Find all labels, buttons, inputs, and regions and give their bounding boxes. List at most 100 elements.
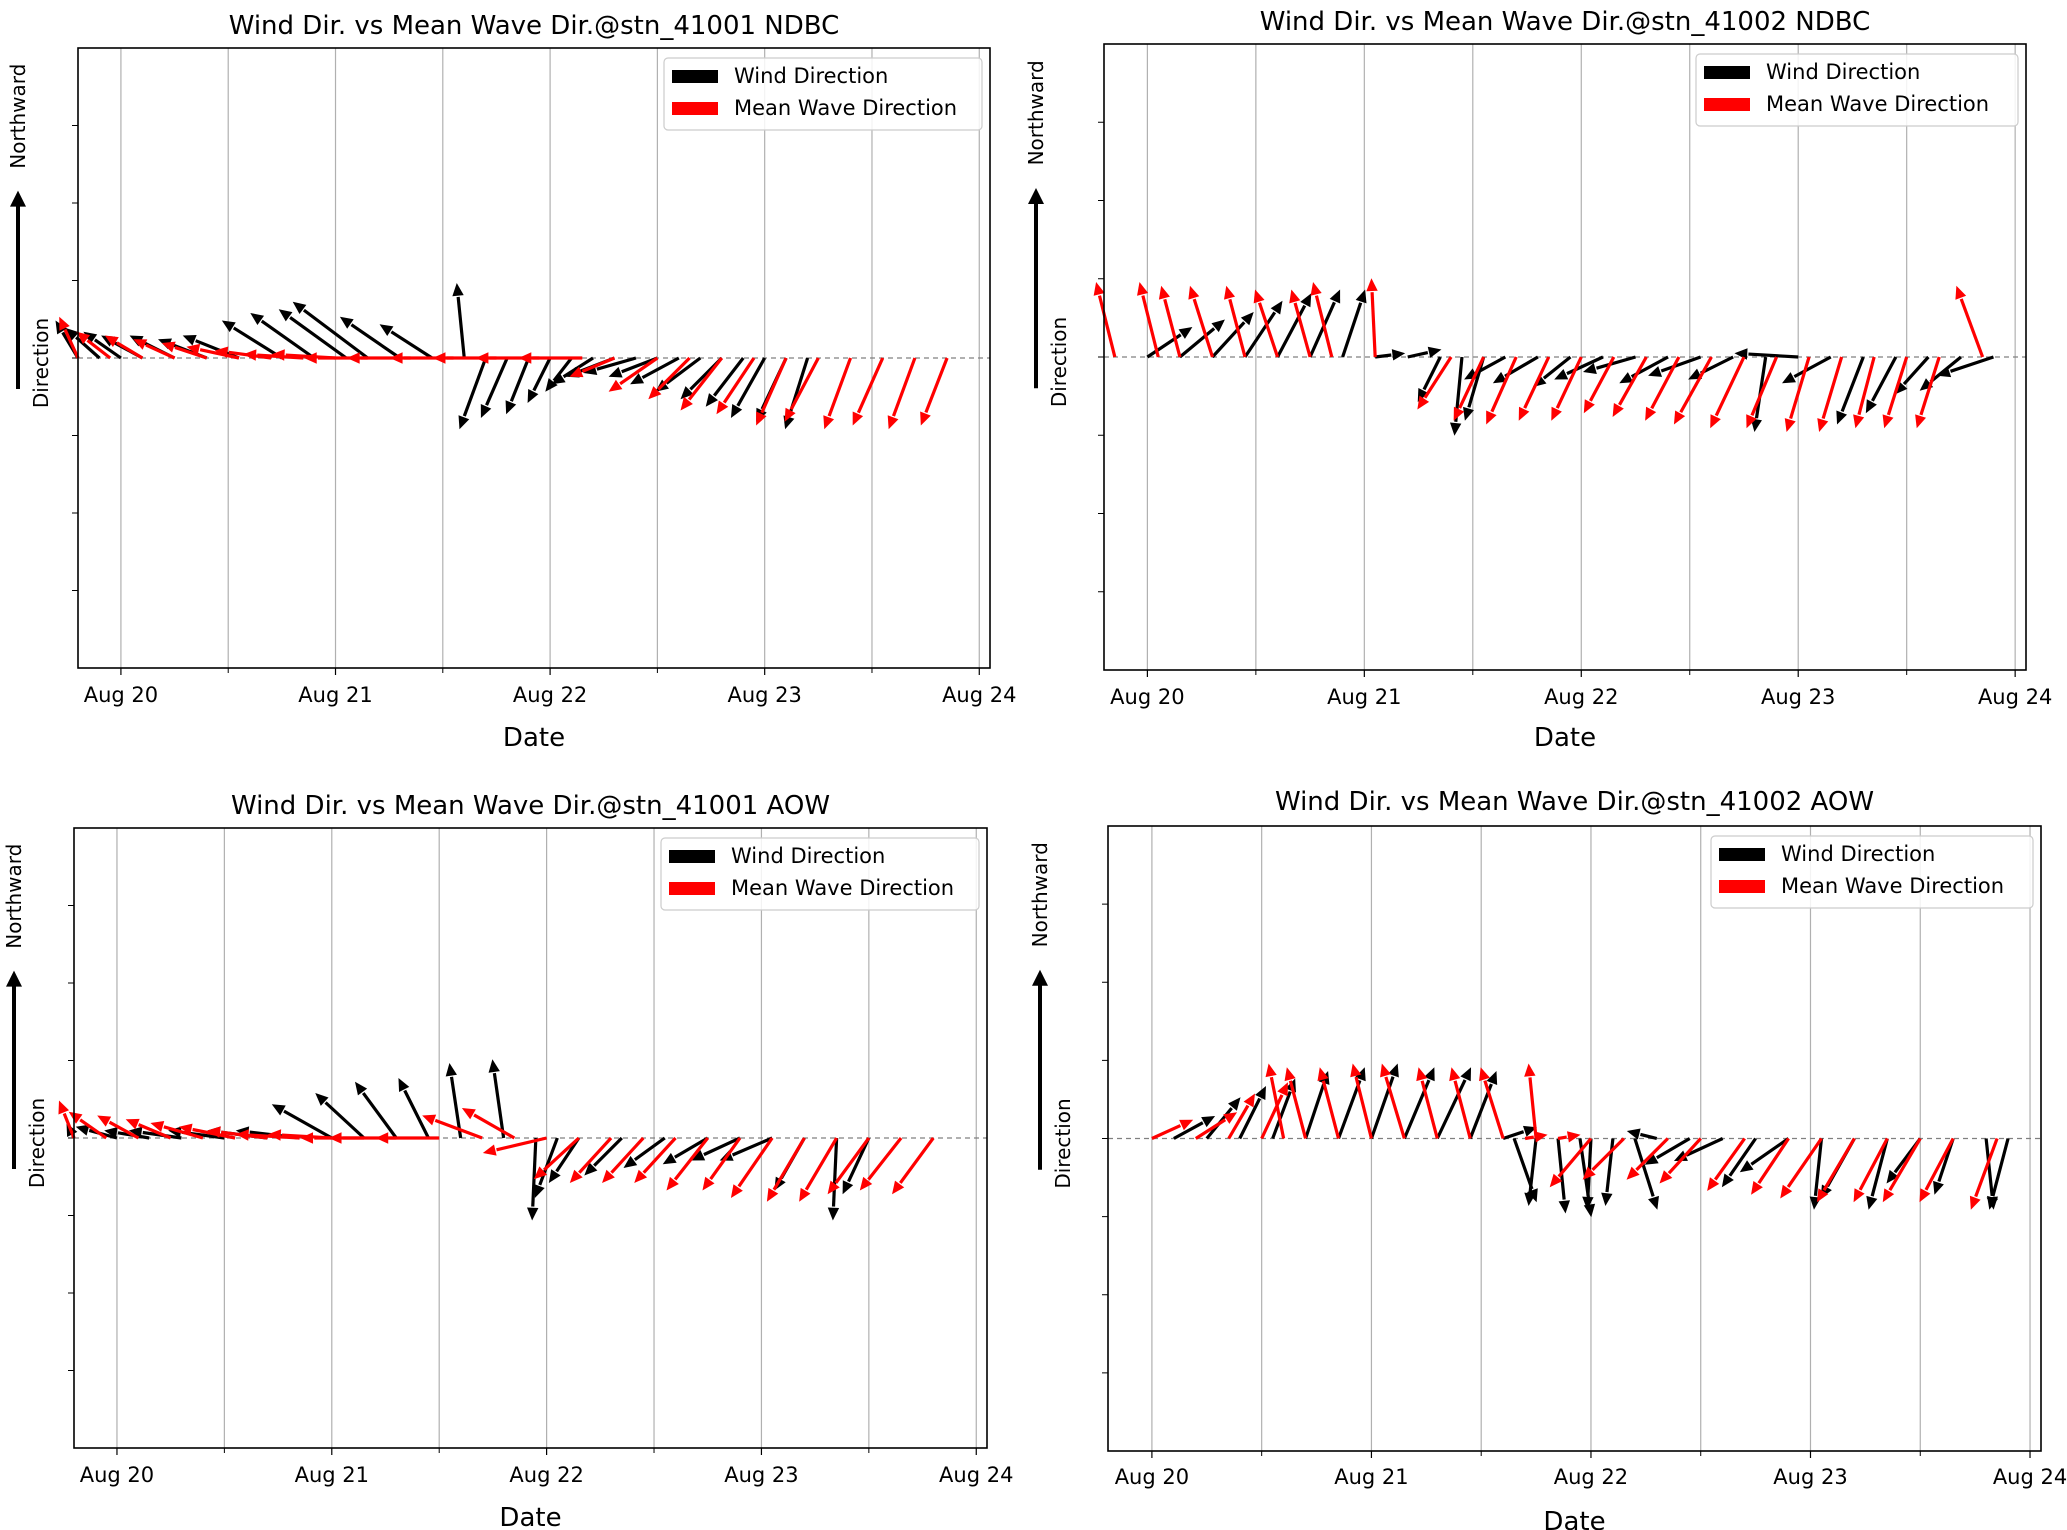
wave-arrow-head: [461, 1108, 476, 1120]
wind-arrow-shaft: [1271, 1091, 1292, 1140]
wave-arrow-head: [475, 352, 489, 364]
wind-arrow-head: [1583, 1203, 1596, 1218]
wind-arrow-head: [1554, 368, 1569, 380]
wind-arrow-shaft: [1596, 355, 1636, 370]
wave-arrow-head: [178, 1123, 193, 1135]
wind-arrow-shaft: [731, 1136, 773, 1157]
northward-label: Northward: [6, 64, 30, 169]
wave-arrow-head: [666, 1176, 679, 1191]
wave-arrow-shaft: [1453, 1080, 1472, 1139]
wind-arrow-shaft: [1566, 355, 1604, 376]
chart-panel-4: Wind Dir. vs Mean Wave Dir.@stn_41002 AO…: [1028, 787, 2067, 1530]
wind-arrow-head: [1933, 1180, 1944, 1195]
wave-arrow-shaft: [1163, 298, 1182, 358]
wave-arrow-shaft: [891, 357, 917, 417]
wind-arrow-head: [278, 309, 293, 322]
wind-arrow-shaft: [1984, 1138, 1994, 1196]
wind-arrow-shaft: [1435, 1079, 1467, 1140]
wind-arrow-head: [526, 1207, 539, 1221]
x-tick-label: Aug 23: [1761, 685, 1835, 709]
wind-arrow-shaft: [532, 357, 552, 392]
y-axis-label: Direction: [25, 1098, 49, 1188]
wave-arrow-head: [1243, 1093, 1255, 1108]
wind-arrow-shaft: [1750, 1137, 1790, 1166]
x-axis-label: Date: [1534, 723, 1596, 753]
wave-arrow-shaft: [1458, 356, 1486, 409]
wave-arrow-shaft: [1714, 356, 1746, 417]
wave-arrow-head: [1380, 1063, 1392, 1078]
wind-arrow-shaft: [1238, 1097, 1262, 1140]
wave-arrow-shaft: [199, 348, 240, 360]
wave-arrow-shaft: [1591, 1137, 1626, 1171]
wave-arrow-shaft: [1789, 356, 1811, 420]
x-tick-label: Aug 21: [1327, 685, 1401, 709]
wind-arrow-head: [315, 1093, 329, 1106]
wave-arrow-head: [375, 1132, 389, 1144]
wind-arrow-head: [1644, 1153, 1659, 1165]
wave-arrow-head: [1612, 403, 1624, 417]
wind-arrow-shaft: [260, 319, 315, 360]
wave-arrow-head: [766, 1187, 779, 1202]
wave-arrow-head: [1582, 1166, 1596, 1180]
wave-arrow-shaft: [1667, 1137, 1702, 1175]
wave-arrow-shaft: [1822, 1137, 1856, 1191]
wave-arrow-head: [68, 1111, 83, 1124]
wind-arrow-shaft: [283, 1109, 333, 1140]
wave-arrow-shaft: [1821, 356, 1844, 420]
wave-arrow-shaft: [1384, 1076, 1406, 1139]
wave-arrow-head: [1534, 1131, 1548, 1143]
wave-series: [59, 316, 949, 430]
wave-arrow-shaft: [899, 1137, 935, 1184]
wave-arrow-shaft: [1618, 356, 1648, 406]
wave-arrow-head: [569, 1169, 583, 1183]
wave-arrow-head: [1853, 414, 1865, 429]
wind-arrow-head: [1255, 1086, 1266, 1100]
wave-arrow-head: [76, 331, 91, 345]
wave-arrow-shaft: [1557, 1137, 1593, 1178]
wind-arrow-head: [1228, 1097, 1241, 1111]
wave-arrow-head: [1350, 1063, 1362, 1078]
wind-arrow-shaft: [712, 357, 745, 397]
wind-arrow-shaft: [665, 356, 702, 385]
wind-arrow-head: [1300, 293, 1312, 308]
wave-arrow-shaft: [163, 1125, 204, 1140]
wind-arrow-shaft: [1840, 356, 1865, 413]
wave-arrow-shaft: [1679, 356, 1713, 414]
wave-arrow-head: [1158, 285, 1170, 300]
wave-arrow-shaft: [1588, 356, 1616, 402]
wave-arrow-shaft: [581, 356, 616, 373]
chart-panel-2: Wind Dir. vs Mean Wave Dir.@stn_41002 ND…: [1024, 7, 2052, 753]
wind-arrow-shaft: [1754, 356, 1768, 419]
wind-arrow-shaft: [1475, 355, 1507, 375]
wave-arrow-head: [104, 335, 119, 347]
wave-arrow-shaft: [63, 328, 80, 359]
legend-wind-swatch: [669, 850, 715, 863]
wave-arrow-head: [716, 400, 729, 415]
wind-arrow-head: [1750, 418, 1762, 432]
wave-arrow-shaft: [1886, 356, 1909, 416]
wind-arrow-shaft: [1793, 355, 1832, 379]
wave-arrow-shaft: [174, 345, 208, 360]
wave-arrow-shaft: [1924, 1137, 1955, 1191]
chart-title: Wind Dir. vs Mean Wave Dir.@stn_41001 AO…: [231, 791, 830, 821]
wave-arrow-shaft: [760, 357, 788, 414]
wind-arrow-head: [250, 313, 265, 326]
wind-arrow-head: [1355, 289, 1367, 304]
wind-arrow-head: [1626, 1128, 1641, 1140]
wind-arrow-head: [182, 334, 197, 346]
wind-arrow-head: [662, 1152, 677, 1165]
wave-arrow-shaft: [1321, 1080, 1341, 1139]
wave-arrow-shaft: [79, 1118, 108, 1140]
wave-arrow-head: [422, 1114, 437, 1126]
wind-arrow-head: [1886, 1169, 1899, 1184]
chart-title: Wind Dir. vs Mean Wave Dir.@stn_41002 AO…: [1275, 787, 1874, 817]
wave-arrow-head: [1659, 1170, 1673, 1184]
wind-arrow-head: [458, 415, 470, 430]
wave-arrow-shaft: [543, 1136, 580, 1171]
wave-arrow-head: [634, 1169, 648, 1183]
wave-arrow-shaft: [1524, 1135, 1535, 1141]
wave-arrow-head: [161, 341, 176, 353]
legend-wind-swatch: [1719, 848, 1765, 861]
wind-arrow-head: [1270, 300, 1283, 315]
wind-arrow-shaft: [831, 1137, 839, 1207]
